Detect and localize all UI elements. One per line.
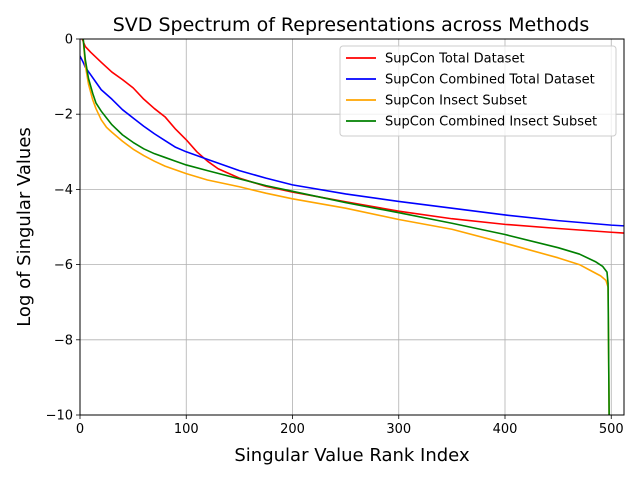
series-line-4 bbox=[82, 39, 610, 415]
x-tick-label: 300 bbox=[386, 422, 411, 437]
y-tick-label: −2 bbox=[54, 108, 73, 123]
legend-label-1: SupCon Total Dataset bbox=[385, 52, 525, 67]
legend-box bbox=[339, 45, 617, 137]
series-lines bbox=[80, 39, 624, 415]
y-tick-label: −4 bbox=[54, 183, 73, 198]
x-axis-ticks: 0 100 200 300 400 500 bbox=[76, 415, 624, 437]
y-tick-label: −10 bbox=[46, 409, 73, 424]
y-tick-label: −8 bbox=[54, 333, 73, 348]
series-line-2 bbox=[80, 55, 624, 227]
y-axis-title: Log of Singular Values bbox=[14, 127, 35, 327]
y-tick-label: −6 bbox=[54, 258, 73, 273]
legend: SupCon Total Dataset SupCon Combined Tota… bbox=[339, 45, 617, 137]
x-tick-label: 500 bbox=[599, 422, 624, 437]
x-tick-label: 200 bbox=[280, 422, 305, 437]
y-tick-label: 0 bbox=[65, 33, 73, 48]
series-line-1 bbox=[81, 39, 624, 234]
chart-title: SVD Spectrum of Representations across M… bbox=[113, 14, 590, 36]
series-line-3 bbox=[82, 39, 610, 415]
x-tick-label: 100 bbox=[174, 422, 199, 437]
x-tick-label: 0 bbox=[76, 422, 84, 437]
legend-label-3: SupCon Insect Subset bbox=[385, 94, 527, 109]
y-axis-ticks: −10 −8 −6 −4 −2 0 bbox=[46, 33, 80, 424]
legend-label-2: SupCon Combined Total Dataset bbox=[385, 73, 595, 88]
x-axis-title: Singular Value Rank Index bbox=[234, 445, 470, 466]
plot-area-frame bbox=[79, 38, 625, 416]
x-tick-label: 400 bbox=[493, 422, 518, 437]
legend-label-4: SupCon Combined Insect Subset bbox=[385, 115, 597, 130]
